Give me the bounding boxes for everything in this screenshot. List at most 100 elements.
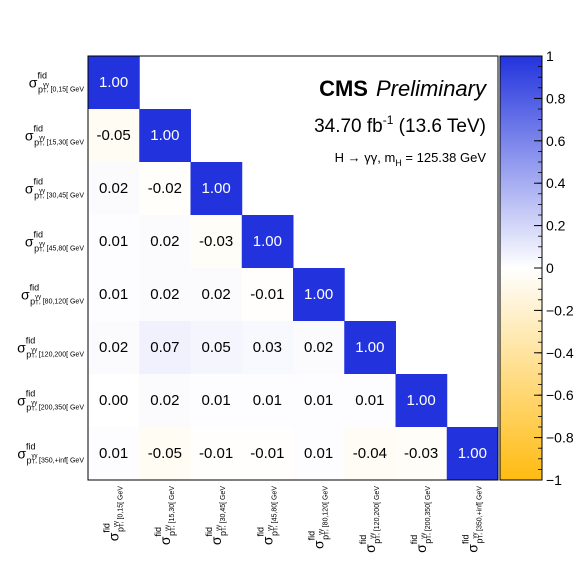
y-axis-tick-label: σfid pγγ T, [30,45[ GeV — [25, 177, 84, 201]
cell-value-label: 0.02 — [202, 286, 231, 303]
lumi-value: 34.70 fb — [314, 116, 383, 137]
experiment-label: CMS — [319, 76, 368, 101]
colorbar-tick-label: 0.6 — [546, 133, 566, 149]
cell-value-label: 0.02 — [150, 233, 179, 250]
heatmap-cell — [139, 427, 191, 481]
x-axis-tick-label: σfid pγγT, [200,350[ GeV — [409, 486, 433, 553]
cms-label: CMS Preliminary — [319, 76, 488, 101]
heatmap-cell — [241, 374, 294, 428]
colorbar-tick-label: −1 — [546, 472, 562, 488]
cell-value-label: -0.01 — [250, 445, 284, 462]
y-axis-tick-label: σfid pγγ T, [15,30[ GeV — [25, 124, 84, 148]
heatmap-cell — [88, 321, 140, 375]
colorbar-tick-label: 0.8 — [546, 90, 566, 106]
heatmap-cell — [241, 321, 294, 375]
y-axis-tick-label: σfid pγγ T, [120,200[ GeV — [17, 336, 84, 360]
heatmap-cell — [139, 321, 191, 375]
cell-value-label: 0.03 — [253, 339, 282, 356]
cell-value-label: -0.05 — [97, 127, 131, 144]
cell-value-label: 1.00 — [407, 392, 436, 409]
x-axis-tick-label: σfid pγγT, [30,45[ GeV — [204, 486, 228, 545]
cell-value-label: 1.00 — [458, 445, 487, 462]
status-label: Preliminary — [376, 76, 488, 101]
colorbar-tick-label: 0.2 — [546, 218, 566, 234]
x-axis-tick-label: σfid pγγT, [15,30[ GeV — [153, 486, 177, 545]
x-axis-tick-label: σfid pγγT, [80,120[ GeV — [307, 486, 331, 549]
heatmap-cell — [88, 374, 140, 428]
cell-value-label: -0.01 — [199, 445, 233, 462]
heatmap-cell — [88, 427, 140, 481]
cell-value-label: -0.01 — [250, 286, 284, 303]
cell-value-label: 0.01 — [99, 445, 128, 462]
heatmap-cell — [88, 56, 140, 110]
heatmap-cell — [190, 427, 243, 481]
cell-value-label: -0.03 — [404, 445, 438, 462]
cell-value-label: 0.01 — [304, 392, 333, 409]
colorbar-tick-label: −0.6 — [546, 387, 574, 403]
heatmap-cell — [344, 374, 396, 428]
colorbar-tick-label: 0 — [546, 260, 554, 276]
cell-value-label: 0.01 — [99, 286, 128, 303]
heatmap-cell — [344, 321, 396, 375]
heatmap-cell — [88, 162, 140, 216]
cell-value-label: 0.01 — [202, 392, 231, 409]
cell-value-label: 0.07 — [150, 339, 179, 356]
cell-value-label: -0.04 — [353, 445, 387, 462]
heatmap-cell — [241, 427, 294, 481]
heatmap-cell — [293, 374, 345, 428]
heatmap-cell — [190, 321, 243, 375]
colorbar-tick-label: −0.8 — [546, 430, 574, 446]
cell-value-label: 0.01 — [253, 392, 282, 409]
heatmap-cell — [139, 109, 191, 163]
heatmap-cell — [139, 162, 191, 216]
heatmap-cell — [139, 268, 191, 322]
cell-value-label: 0.02 — [99, 180, 128, 197]
process-text: H → γγ, m — [335, 150, 396, 165]
heatmap-cell — [190, 215, 243, 269]
heatmap-cell — [395, 374, 448, 428]
cell-value-label: 1.00 — [253, 233, 282, 250]
y-axis-tick-label: σfid pγγ T, [350,+inf[ GeV — [17, 442, 84, 466]
x-axis-tick-label: σfid pγγT, [350,+inf[ GeV — [460, 486, 484, 553]
plot-frame — [87, 55, 499, 481]
heatmap-cell — [88, 109, 140, 163]
cell-value-label: -0.05 — [148, 445, 182, 462]
heatmap-cell — [139, 215, 191, 269]
lumi-label: 34.70 fb-1 (13.6 TeV) — [314, 113, 486, 137]
y-axis-labels: σfid pγγ T, [0,15[ GeV σfid pγγ T, [15,30[ Ge… — [17, 71, 84, 466]
y-axis-tick-label: σfid pγγ T, [200,350[ GeV — [17, 389, 84, 413]
cell-value-label: 1.00 — [355, 339, 384, 356]
heatmap-cell — [139, 374, 191, 428]
heatmap-cell — [241, 215, 294, 269]
x-axis-labels: σfid pγγT, [0,15[ GeV σfid pγγT, [15,30[ Ge… — [102, 486, 485, 553]
heatmap-cell — [190, 268, 243, 322]
colorbar: 1 0.8 0.6 0.4 0.2 0 −0.2 −0.4 −0.6 −0.8 −1 — [499, 48, 574, 488]
lumi-exponent: -1 — [383, 113, 394, 127]
y-axis-tick-label: σfid pγγ T, [45,80[ GeV — [25, 230, 84, 254]
y-axis-tick-label: σfid pγγ T, [0,15[ GeV — [29, 71, 85, 95]
process-label: H → γγ, mH = 125.38 GeV — [335, 150, 487, 168]
heatmap-cell — [190, 162, 243, 216]
cell-value-label: 1.00 — [99, 74, 128, 91]
cells-layer: 1.00 -0.05 1.00 0.02 -0.02 1.00 0.01 0.02 -0.03 1… — [88, 56, 499, 481]
heatmap-cell — [293, 427, 345, 481]
heatmap-cell — [88, 215, 140, 269]
x-axis-tick-label: σfid pγγT, [120,200[ GeV — [358, 486, 382, 553]
colorbar-tick-label: −0.2 — [546, 302, 574, 318]
heatmap-cell — [88, 268, 140, 322]
cell-value-label: -0.03 — [199, 233, 233, 250]
cell-value-label: 0.02 — [150, 286, 179, 303]
energy-label: (13.6 TeV) — [393, 116, 486, 137]
cell-value-label: 0.01 — [355, 392, 384, 409]
process-subscript: H — [395, 158, 402, 168]
heatmap-cell — [395, 427, 448, 481]
x-axis-tick-label: σfid pγγT, [45,80[ GeV — [255, 486, 279, 545]
cell-value-label: 0.05 — [202, 339, 231, 356]
cell-value-label: 1.00 — [304, 286, 333, 303]
cell-value-label: -0.02 — [148, 180, 182, 197]
cell-value-label: 1.00 — [202, 180, 231, 197]
heatmap-cell — [190, 374, 243, 428]
process-mass: = 125.38 GeV — [402, 150, 487, 165]
